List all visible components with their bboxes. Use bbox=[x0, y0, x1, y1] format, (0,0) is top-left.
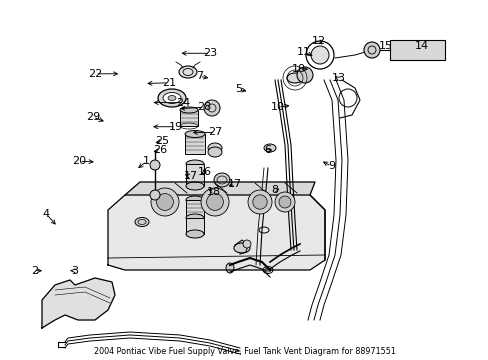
Text: 8: 8 bbox=[271, 185, 278, 195]
Polygon shape bbox=[108, 195, 325, 270]
Ellipse shape bbox=[179, 66, 197, 78]
Circle shape bbox=[151, 188, 179, 216]
Text: 2004 Pontiac Vibe Fuel Supply Valve, Fuel Tank Vent Diagram for 88971551: 2004 Pontiac Vibe Fuel Supply Valve, Fue… bbox=[93, 347, 395, 356]
Text: 3: 3 bbox=[71, 266, 78, 276]
Bar bbox=[185, 200, 203, 218]
Bar bbox=[185, 218, 203, 234]
Bar bbox=[389, 40, 444, 60]
Text: 11: 11 bbox=[297, 47, 310, 57]
Ellipse shape bbox=[185, 214, 203, 222]
Ellipse shape bbox=[158, 89, 185, 107]
Text: 6: 6 bbox=[264, 145, 271, 156]
Ellipse shape bbox=[156, 206, 168, 214]
Text: 5: 5 bbox=[235, 84, 242, 94]
Ellipse shape bbox=[185, 160, 203, 168]
Text: 27: 27 bbox=[207, 127, 222, 138]
Text: 17: 17 bbox=[183, 171, 197, 181]
Circle shape bbox=[252, 195, 266, 209]
Ellipse shape bbox=[286, 73, 303, 83]
Circle shape bbox=[247, 190, 271, 214]
Ellipse shape bbox=[180, 107, 198, 113]
Bar bbox=[184, 134, 204, 154]
Text: 12: 12 bbox=[311, 36, 325, 46]
Ellipse shape bbox=[185, 230, 203, 238]
Circle shape bbox=[150, 160, 160, 170]
Circle shape bbox=[279, 196, 290, 208]
Text: 19: 19 bbox=[169, 122, 183, 132]
Text: 2: 2 bbox=[31, 266, 38, 276]
Text: 15: 15 bbox=[378, 41, 391, 51]
Ellipse shape bbox=[168, 95, 176, 100]
Circle shape bbox=[156, 194, 173, 210]
Text: 21: 21 bbox=[162, 78, 175, 88]
Polygon shape bbox=[42, 278, 115, 328]
Ellipse shape bbox=[214, 173, 229, 187]
Circle shape bbox=[310, 46, 328, 64]
Text: 10: 10 bbox=[292, 64, 305, 74]
Ellipse shape bbox=[264, 144, 275, 152]
Ellipse shape bbox=[185, 196, 203, 204]
Circle shape bbox=[203, 100, 220, 116]
Text: 23: 23 bbox=[203, 48, 217, 58]
Circle shape bbox=[150, 190, 160, 200]
Text: 1: 1 bbox=[143, 156, 150, 166]
Circle shape bbox=[243, 240, 250, 248]
Text: 10: 10 bbox=[270, 102, 284, 112]
Text: 29: 29 bbox=[85, 112, 100, 122]
Text: 25: 25 bbox=[155, 136, 169, 146]
Ellipse shape bbox=[184, 130, 204, 138]
Text: 7: 7 bbox=[196, 71, 203, 81]
Text: 17: 17 bbox=[227, 179, 241, 189]
Bar bbox=[185, 164, 203, 186]
Text: 14: 14 bbox=[414, 41, 427, 51]
Ellipse shape bbox=[163, 93, 181, 104]
Text: 24: 24 bbox=[176, 98, 190, 108]
Circle shape bbox=[296, 67, 312, 83]
Text: 28: 28 bbox=[197, 102, 211, 112]
Circle shape bbox=[201, 188, 228, 216]
Text: 18: 18 bbox=[207, 186, 221, 197]
Ellipse shape bbox=[185, 182, 203, 190]
Text: 20: 20 bbox=[72, 156, 86, 166]
Text: 22: 22 bbox=[88, 69, 102, 79]
Ellipse shape bbox=[135, 217, 149, 226]
Circle shape bbox=[274, 192, 294, 212]
Text: 13: 13 bbox=[331, 73, 345, 84]
Ellipse shape bbox=[225, 263, 234, 273]
Text: 26: 26 bbox=[153, 145, 167, 156]
Ellipse shape bbox=[207, 143, 222, 153]
Text: 4: 4 bbox=[43, 209, 50, 219]
Ellipse shape bbox=[207, 147, 222, 157]
Text: 16: 16 bbox=[197, 167, 211, 177]
Polygon shape bbox=[235, 240, 247, 254]
Text: 9: 9 bbox=[327, 161, 334, 171]
Bar bbox=[180, 110, 198, 126]
Polygon shape bbox=[125, 182, 314, 195]
Circle shape bbox=[206, 194, 223, 210]
Circle shape bbox=[363, 42, 379, 58]
